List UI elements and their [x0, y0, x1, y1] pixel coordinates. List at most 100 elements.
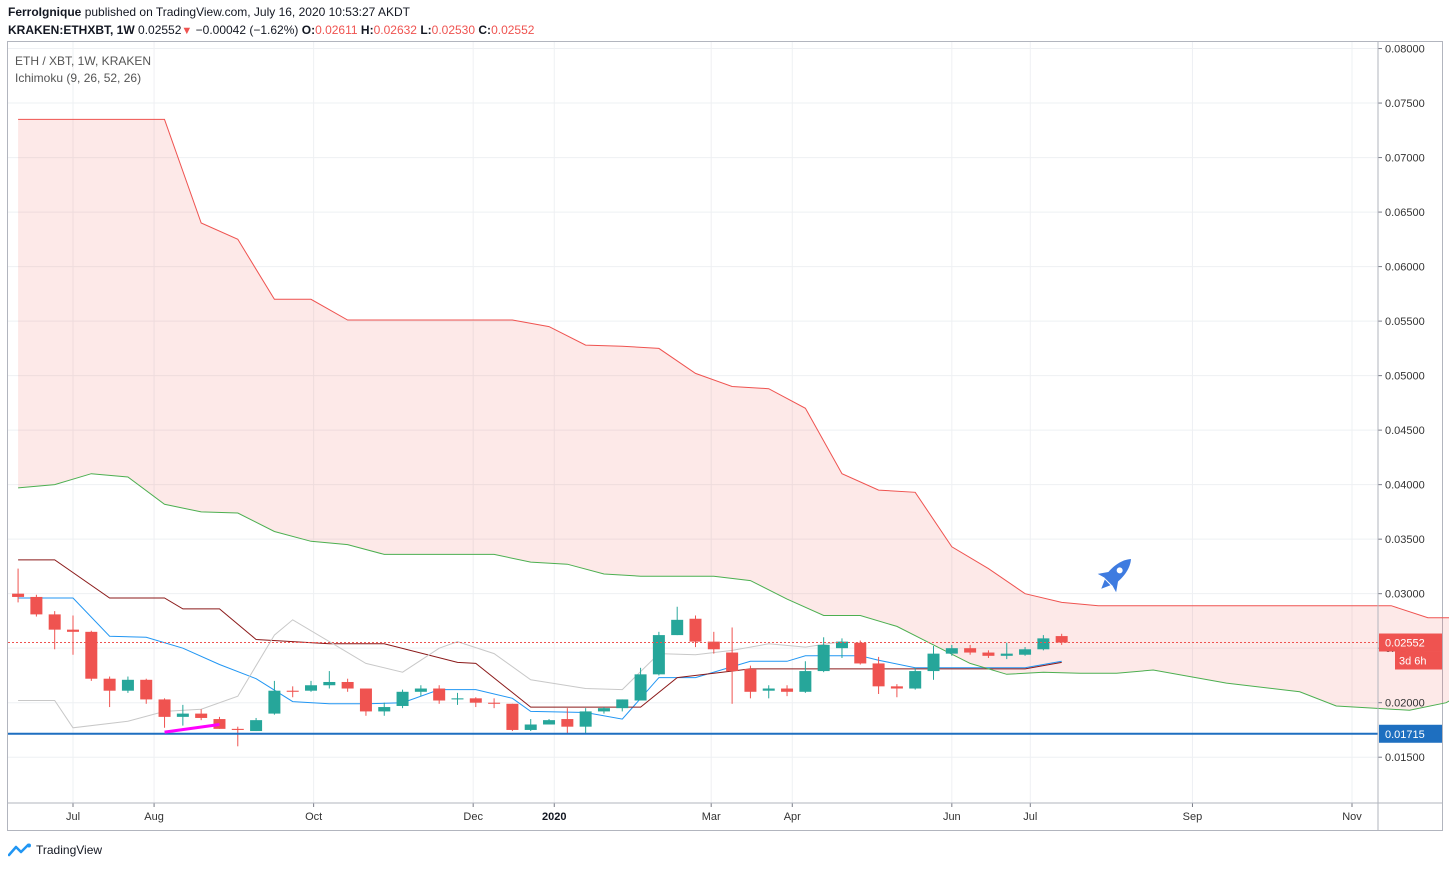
candle — [689, 615, 702, 648]
candle — [890, 684, 903, 698]
y-tick-label: 0.02000 — [1385, 698, 1425, 710]
y-tick-label: 0.08000 — [1385, 44, 1425, 56]
candle-body — [469, 698, 482, 703]
candle-body — [396, 691, 409, 706]
candle — [652, 631, 665, 676]
last-price-tag — [1379, 633, 1442, 652]
candle — [597, 707, 610, 714]
candle-body — [85, 631, 98, 679]
candle-body — [268, 690, 281, 714]
candle-body — [616, 699, 629, 709]
candle-body — [433, 688, 446, 701]
ichimoku-cloud — [18, 119, 1449, 711]
candle-body — [103, 678, 116, 691]
candle-body — [195, 713, 208, 718]
candle-body — [689, 618, 702, 642]
candle-body — [231, 728, 244, 730]
candle-body — [909, 671, 922, 689]
series-line-leading-span-b — [18, 118, 1449, 619]
candle — [799, 661, 812, 693]
candle — [250, 717, 263, 732]
candle — [835, 638, 848, 658]
candle — [524, 719, 537, 732]
hline-price-tag-text: 0.01715 — [1385, 729, 1425, 741]
rocket-body — [1104, 559, 1131, 586]
candle — [140, 678, 153, 704]
x-tick-label: Jun — [943, 811, 961, 823]
candle-body — [286, 690, 299, 692]
high-value: 0.02632 — [373, 23, 417, 37]
y-tick-label: 0.03000 — [1385, 589, 1425, 601]
candle-body — [121, 679, 134, 691]
axes[interactable]: 0.08000 0.07500 0.07000 0.06500 0.06000 0.055… — [8, 42, 1443, 830]
candle-body — [359, 688, 372, 712]
candle-body — [890, 686, 903, 689]
x-tick-label: Jul — [66, 811, 80, 823]
series-line-leading-span-a — [18, 473, 1449, 711]
publish-info: FerroIgnique published on TradingView.co… — [8, 5, 410, 19]
pair-legend[interactable]: ETH / XBT, 1W, KRAKEN — [15, 54, 152, 68]
candle-body — [158, 699, 171, 717]
candle — [1000, 642, 1013, 660]
candle-body — [579, 711, 592, 727]
candle — [488, 698, 501, 709]
x-tick-label: Mar — [702, 811, 721, 823]
candle-body — [213, 719, 226, 729]
candle — [286, 686, 299, 698]
countdown-tag-text: 3d 6h — [1399, 656, 1427, 668]
y-tick-label: 0.07500 — [1385, 98, 1425, 110]
candle — [616, 699, 629, 712]
candle-body — [506, 703, 519, 730]
indicator-legend[interactable]: Ichimoku (9, 26, 52, 26) — [15, 71, 142, 85]
candle — [1019, 647, 1032, 656]
candle-body — [543, 720, 556, 725]
candle — [176, 704, 189, 726]
rocket-fin-right — [1112, 580, 1119, 593]
y-tick-label: 0.03500 — [1385, 534, 1425, 546]
candle-body — [964, 648, 977, 653]
y-tick-label: 0.04000 — [1385, 480, 1425, 492]
low-label: L: — [420, 23, 432, 37]
rocket-flame — [1101, 579, 1111, 589]
candlesticks[interactable] — [12, 568, 1068, 747]
candle — [305, 680, 318, 692]
rocket-icon — [1097, 559, 1131, 593]
candle — [396, 689, 409, 709]
candle-body — [305, 685, 318, 691]
candle — [744, 665, 757, 699]
candle — [414, 685, 427, 697]
candle — [982, 650, 995, 658]
candle-body — [744, 668, 757, 692]
x-tick-label: Dec — [463, 811, 483, 823]
author-name[interactable]: FerroIgnique — [8, 5, 82, 19]
candle-body — [488, 702, 501, 704]
drawings[interactable] — [8, 550, 1378, 735]
candle — [195, 709, 208, 721]
candle — [945, 644, 958, 656]
close-value: 0.02552 — [491, 23, 535, 37]
y-tick-label: 0.05000 — [1385, 371, 1425, 383]
candle — [1037, 635, 1050, 651]
candle-body — [854, 642, 867, 664]
candle — [323, 671, 336, 689]
tradingview-logo[interactable]: TradingView — [8, 843, 102, 857]
candle — [121, 676, 134, 693]
candle — [213, 716, 226, 729]
x-tick-label: Oct — [305, 811, 322, 823]
candle-body — [781, 688, 794, 692]
candle-body — [176, 713, 189, 717]
chart-frame[interactable] — [7, 41, 1443, 831]
close-label: C: — [478, 23, 492, 37]
candle-body — [982, 652, 995, 656]
down-arrow-icon: ▼ — [181, 25, 193, 37]
candle — [543, 719, 556, 725]
x-tick-label: Sep — [1183, 811, 1203, 823]
series-line-base-line — [18, 559, 1062, 708]
x-tick-label: 2020 — [542, 811, 566, 823]
candle — [67, 615, 79, 655]
candle-body — [762, 688, 775, 691]
candle-body — [634, 674, 647, 701]
open-label: O: — [301, 23, 316, 37]
series-line-lagging-span — [18, 619, 843, 729]
